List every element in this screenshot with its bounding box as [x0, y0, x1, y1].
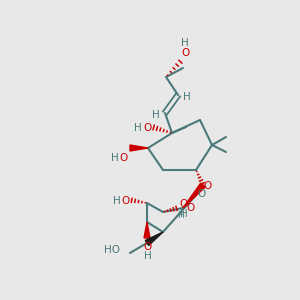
Text: H: H	[183, 92, 191, 102]
Text: O: O	[180, 199, 188, 209]
Text: H: H	[181, 38, 189, 48]
Text: O: O	[121, 196, 129, 206]
Polygon shape	[183, 183, 205, 208]
Polygon shape	[145, 232, 163, 245]
Text: H: H	[113, 196, 121, 206]
Text: O: O	[144, 242, 152, 252]
Text: H: H	[134, 123, 142, 133]
Text: H: H	[152, 110, 160, 120]
Text: H: H	[111, 153, 119, 163]
Text: HO: HO	[104, 245, 120, 255]
Text: O: O	[186, 203, 194, 213]
Text: O: O	[198, 189, 206, 199]
Text: H: H	[177, 212, 183, 220]
Text: H: H	[180, 209, 188, 219]
Polygon shape	[144, 222, 150, 238]
Text: O: O	[204, 181, 212, 191]
Polygon shape	[130, 145, 148, 151]
Text: H: H	[144, 251, 152, 261]
Text: O: O	[119, 153, 127, 163]
Text: O: O	[181, 48, 189, 58]
Text: O: O	[143, 123, 151, 133]
